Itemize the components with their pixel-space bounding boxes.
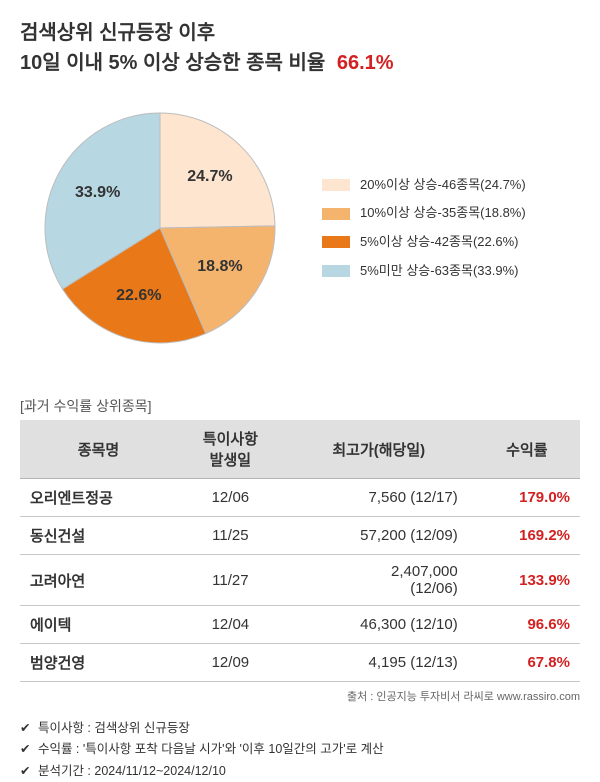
table-cell: 동신건설 <box>20 517 177 555</box>
legend-swatch <box>322 236 350 248</box>
table-cell: 11/27 <box>177 555 284 606</box>
check-icon: ✔ <box>20 742 30 756</box>
table-row: 고려아연11/272,407,000 (12/06)133.9% <box>20 555 580 606</box>
table-cell: 2,407,000 (12/06) <box>284 555 474 606</box>
table-cell: 169.2% <box>474 517 580 555</box>
footnote-text: 특이사항 : 검색상위 신규등장 <box>34 721 189 735</box>
pie-slice-label: 18.8% <box>197 258 242 276</box>
table-cell: 46,300 (12/10) <box>284 606 474 644</box>
table-row: 에이텍12/0446,300 (12/10)96.6% <box>20 606 580 644</box>
legend-item: 5%미만 상승-63종목(33.9%) <box>322 257 580 286</box>
source-text: 출처 : 인공지능 투자비서 라씨로 www.rassiro.com <box>20 688 580 704</box>
pie-chart: 24.7% 18.8% 22.6% 33.9% <box>20 88 300 368</box>
table-cell: 오리엔트정공 <box>20 479 177 517</box>
legend-label: 5%이상 상승-42종목(22.6%) <box>360 228 518 257</box>
table-header-cell: 특이사항 발생일 <box>177 420 284 479</box>
table-cell: 범양건영 <box>20 644 177 682</box>
table-cell: 12/09 <box>177 644 284 682</box>
title-block: 검색상위 신규등장 이후 10일 이내 5% 이상 상승한 종목 비율 66.1… <box>20 18 580 78</box>
table-body: 오리엔트정공12/067,560 (12/17)179.0%동신건설11/255… <box>20 479 580 682</box>
table-cell: 12/04 <box>177 606 284 644</box>
title-pct: 66.1% <box>337 52 394 74</box>
table-cell: 에이텍 <box>20 606 177 644</box>
table-cell: 12/06 <box>177 479 284 517</box>
table-cell: 57,200 (12/09) <box>284 517 474 555</box>
footnote-text: 수익률 : '특이사항 포착 다음날 시가'와 '이후 10일간의 고가'로 계… <box>34 742 383 756</box>
table-row: 동신건설11/2557,200 (12/09)169.2% <box>20 517 580 555</box>
footnote-text: 분석기간 : 2024/11/12~2024/12/10 <box>34 764 225 778</box>
chart-area: 24.7% 18.8% 22.6% 33.9% 20%이상 상승-46종목(24.7%… <box>20 88 580 368</box>
table-head: 종목명특이사항 발생일최고가(해당일)수익률 <box>20 420 580 479</box>
legend-swatch <box>322 179 350 191</box>
title-text: 10일 이내 5% 이상 상승한 종목 비율 <box>20 52 325 74</box>
table-header-cell: 수익률 <box>474 420 580 479</box>
pie-svg <box>20 88 300 368</box>
pie-slice-label: 33.9% <box>75 184 120 202</box>
legend-item: 10%이상 상승-35종목(18.8%) <box>322 199 580 228</box>
legend-label: 5%미만 상승-63종목(33.9%) <box>360 257 518 286</box>
check-icon: ✔ <box>20 721 30 735</box>
table-row: 범양건영12/094,195 (12/13)67.8% <box>20 644 580 682</box>
check-icon: ✔ <box>20 764 30 778</box>
legend-swatch <box>322 265 350 277</box>
table-cell: 4,195 (12/13) <box>284 644 474 682</box>
table-row: 오리엔트정공12/067,560 (12/17)179.0% <box>20 479 580 517</box>
legend-item: 5%이상 상승-42종목(22.6%) <box>322 228 580 257</box>
pie-legend: 20%이상 상승-46종목(24.7%)10%이상 상승-35종목(18.8%)… <box>300 171 580 285</box>
table-cell: 96.6% <box>474 606 580 644</box>
footnotes: ✔ 특이사항 : 검색상위 신규등장✔ 수익률 : '특이사항 포착 다음날 시… <box>20 718 580 782</box>
legend-label: 10%이상 상승-35종목(18.8%) <box>360 199 526 228</box>
table-cell: 11/25 <box>177 517 284 555</box>
table-cell: 179.0% <box>474 479 580 517</box>
title-line-2: 10일 이내 5% 이상 상승한 종목 비율 66.1% <box>20 48 580 78</box>
table-cell: 133.9% <box>474 555 580 606</box>
footnote-line: ✔ 수익률 : '특이사항 포착 다음날 시가'와 '이후 10일간의 고가'로… <box>20 739 580 760</box>
footnote-line: ✔ 특이사항 : 검색상위 신규등장 <box>20 718 580 739</box>
table-cell: 고려아연 <box>20 555 177 606</box>
table-caption: [과거 수익률 상위종목] <box>20 396 580 416</box>
footnote-line: ✔ 분석기간 : 2024/11/12~2024/12/10 <box>20 761 580 782</box>
table-header-cell: 최고가(해당일) <box>284 420 474 479</box>
title-line-1: 검색상위 신규등장 이후 <box>20 18 580 48</box>
pie-slice-label: 22.6% <box>116 287 161 305</box>
legend-label: 20%이상 상승-46종목(24.7%) <box>360 171 526 200</box>
table-header-cell: 종목명 <box>20 420 177 479</box>
table-cell: 67.8% <box>474 644 580 682</box>
returns-table: 종목명특이사항 발생일최고가(해당일)수익률 오리엔트정공12/067,560 … <box>20 420 580 682</box>
legend-swatch <box>322 208 350 220</box>
legend-item: 20%이상 상승-46종목(24.7%) <box>322 171 580 200</box>
pie-slice-label: 24.7% <box>187 168 232 186</box>
table-cell: 7,560 (12/17) <box>284 479 474 517</box>
